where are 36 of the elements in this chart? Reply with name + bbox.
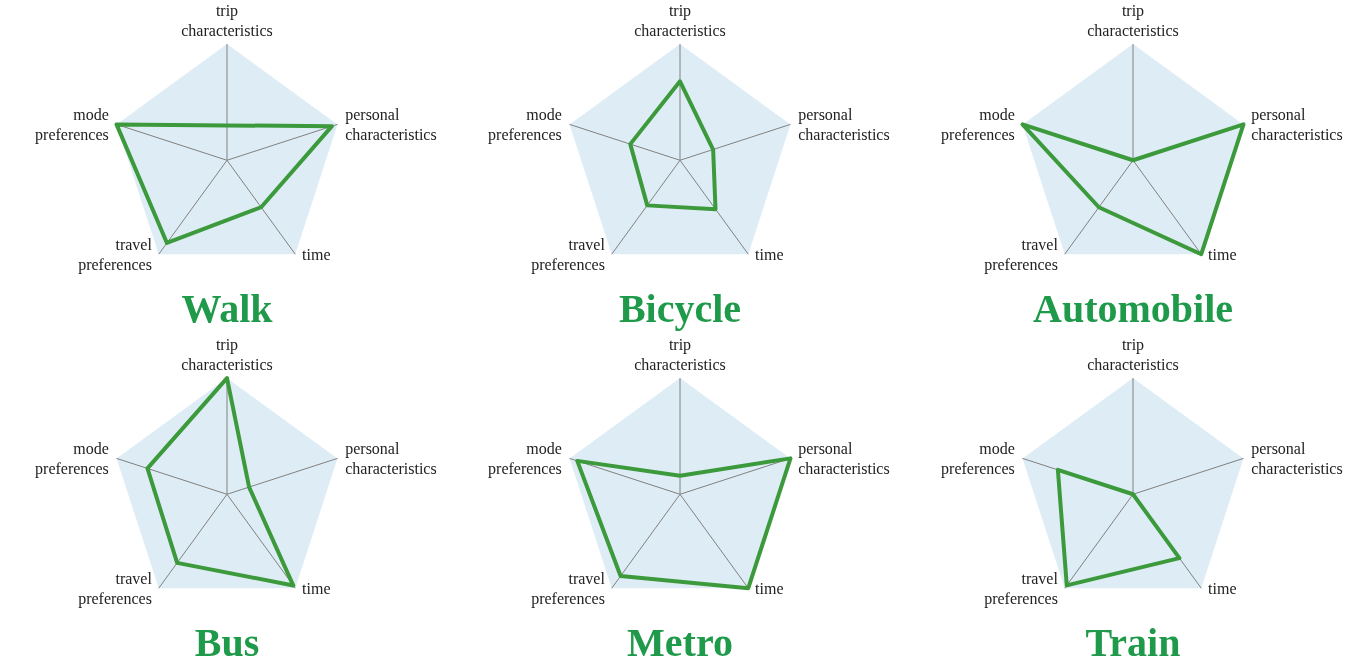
spoke-label: time <box>302 245 331 263</box>
spoke-label: trip characteristics <box>634 2 726 40</box>
spoke-label: mode preferences <box>35 439 109 479</box>
spoke-label: personal characteristics <box>1251 105 1343 144</box>
spoke-label: trip characteristics <box>1087 336 1179 374</box>
spoke-label: trip characteristics <box>181 2 273 40</box>
spoke-label: travel preferences <box>984 569 1059 608</box>
spoke-label: travel preferences <box>531 569 606 608</box>
spoke-label: trip characteristics <box>181 336 273 374</box>
spoke-label: trip characteristics <box>634 336 726 374</box>
text: Train <box>1085 619 1181 665</box>
spoke-label: time <box>1208 245 1237 263</box>
text: Metro <box>627 619 733 665</box>
spoke-label: personal characteristics <box>798 105 890 144</box>
spoke-label: personal characteristics <box>1251 439 1343 478</box>
text: Automobile <box>1033 285 1233 331</box>
text: Walk <box>181 285 274 331</box>
spoke-label: time <box>302 579 331 597</box>
spoke-label: personal characteristics <box>798 439 890 478</box>
spoke-label: trip characteristics <box>1087 2 1179 40</box>
spoke-label: mode preferences <box>941 439 1015 479</box>
spoke-label: time <box>1208 579 1237 597</box>
spoke-label: personal characteristics <box>345 105 437 144</box>
spoke-label: mode preferences <box>941 105 1015 145</box>
spoke-label: travel preferences <box>78 569 153 608</box>
spoke-label: travel preferences <box>531 235 606 274</box>
spoke-label: personal characteristics <box>345 439 437 478</box>
text: Bus <box>194 619 260 665</box>
spoke-label: travel preferences <box>78 235 153 274</box>
text: Bicycle <box>618 285 742 331</box>
spoke-label: time <box>755 245 784 263</box>
spoke-label: mode preferences <box>488 439 562 479</box>
spoke-label: time <box>755 579 784 597</box>
spoke-label: travel preferences <box>984 235 1059 274</box>
spoke-label: mode preferences <box>35 105 109 145</box>
spoke-label: mode preferences <box>488 105 562 145</box>
